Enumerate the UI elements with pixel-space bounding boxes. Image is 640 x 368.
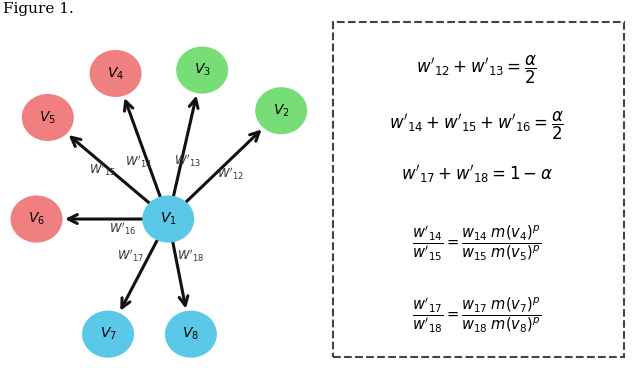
Text: $w'_{14} + w'_{15} + w'_{16} = \dfrac{\alpha}{2}$: $w'_{14} + w'_{15} + w'_{16} = \dfrac{\a…: [389, 109, 564, 142]
Text: $W'_{12}$: $W'_{12}$: [218, 165, 244, 182]
Circle shape: [12, 197, 61, 241]
Text: $w'_{17} + w'_{18} = 1 - \alpha$: $w'_{17} + w'_{18} = 1 - \alpha$: [401, 163, 553, 185]
Text: $W'_{17}$: $W'_{17}$: [117, 248, 144, 264]
Text: $W'_{16}$: $W'_{16}$: [109, 221, 136, 237]
Text: $V_{4}$: $V_{4}$: [107, 65, 124, 82]
Text: $V_{8}$: $V_{8}$: [182, 326, 200, 342]
Text: $W'_{14}$: $W'_{14}$: [125, 154, 152, 170]
Text: $W'_{15}$: $W'_{15}$: [89, 161, 116, 178]
Text: $W'_{13}$: $W'_{13}$: [175, 152, 202, 169]
Text: $V_{5}$: $V_{5}$: [39, 109, 56, 125]
Text: $w'_{12} + w'_{13} = \dfrac{\alpha}{2}$: $w'_{12} + w'_{13} = \dfrac{\alpha}{2}$: [416, 54, 538, 86]
Circle shape: [166, 312, 215, 356]
Circle shape: [178, 48, 227, 92]
Circle shape: [257, 89, 306, 133]
Circle shape: [84, 312, 132, 356]
Text: $W'_{18}$: $W'_{18}$: [177, 248, 204, 264]
Text: $V_{3}$: $V_{3}$: [194, 62, 211, 78]
Text: $V_{2}$: $V_{2}$: [273, 103, 289, 119]
Text: $V_{7}$: $V_{7}$: [100, 326, 116, 342]
Text: $\dfrac{w'_{17}}{w'_{18}} = \dfrac{w_{17}\; m(v_7)^p}{w_{18}\; m(v_8)^p}$: $\dfrac{w'_{17}}{w'_{18}} = \dfrac{w_{17…: [412, 296, 541, 335]
Circle shape: [23, 95, 72, 139]
Text: $\dfrac{w'_{14}}{w'_{15}} = \dfrac{w_{14}\; m(v_4)^p}{w_{15}\; m(v_5)^p}$: $\dfrac{w'_{14}}{w'_{15}} = \dfrac{w_{14…: [412, 223, 541, 263]
Text: $V_{6}$: $V_{6}$: [28, 211, 45, 227]
Circle shape: [144, 197, 193, 241]
Circle shape: [91, 52, 140, 95]
Text: Figure 1.: Figure 1.: [3, 2, 74, 16]
Text: $V_{1}$: $V_{1}$: [160, 211, 177, 227]
